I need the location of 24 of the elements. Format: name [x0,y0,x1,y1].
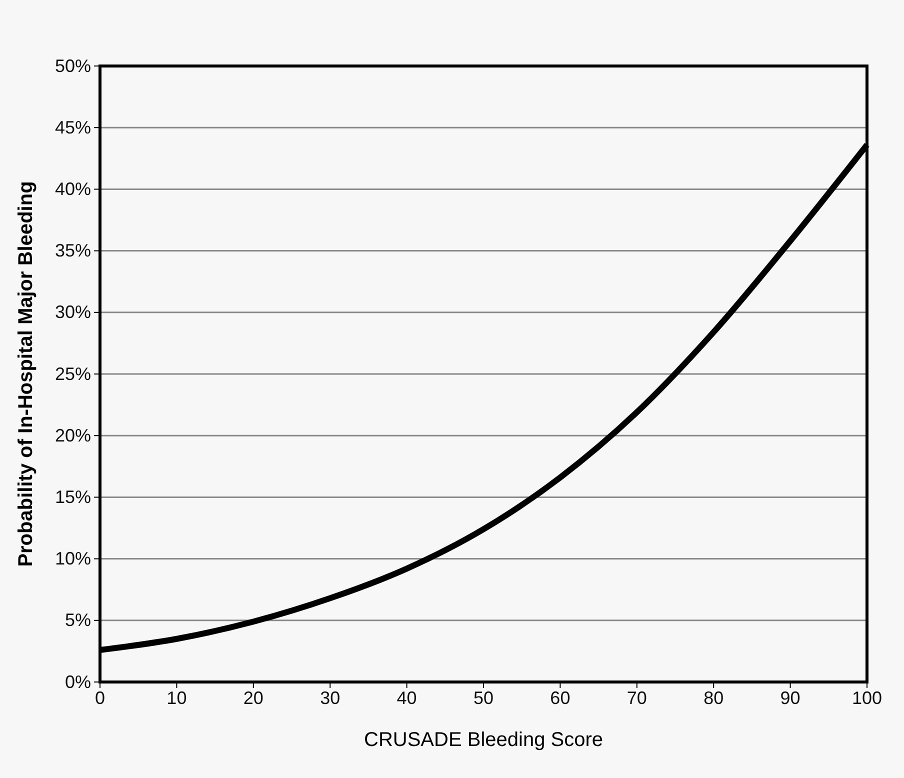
x-tick-label: 40 [396,688,417,708]
y-tick-label: 5% [64,610,91,630]
x-tick-label: 30 [320,688,340,708]
x-tick-label: 60 [550,688,570,708]
y-tick-label: 35% [54,240,91,261]
y-tick-label: 25% [54,364,91,384]
y-tick-label: 20% [54,425,91,446]
y-tick-label: 0% [64,672,91,692]
x-tick-label: 80 [704,688,724,708]
y-axis-title: Probability of In-Hospital Major Bleeding [15,181,37,567]
y-tick-label: 15% [54,486,91,507]
y-tick-label: 40% [54,178,91,199]
x-tick-label: 70 [626,688,647,708]
x-tick-label: 100 [852,688,882,708]
y-tick-label: 10% [54,548,91,569]
y-tick-label: 50% [54,56,91,76]
x-tick-label: 50 [473,688,494,708]
y-tick-label: 30% [54,302,91,322]
x-tick-label: 10 [166,688,187,708]
x-tick-label: 90 [780,688,800,708]
y-tick-label: 45% [54,117,91,138]
x-tick-label: 0 [94,688,106,708]
x-tick-label: 20 [243,688,264,708]
x-axis-title: CRUSADE Bleeding Score [364,729,603,751]
